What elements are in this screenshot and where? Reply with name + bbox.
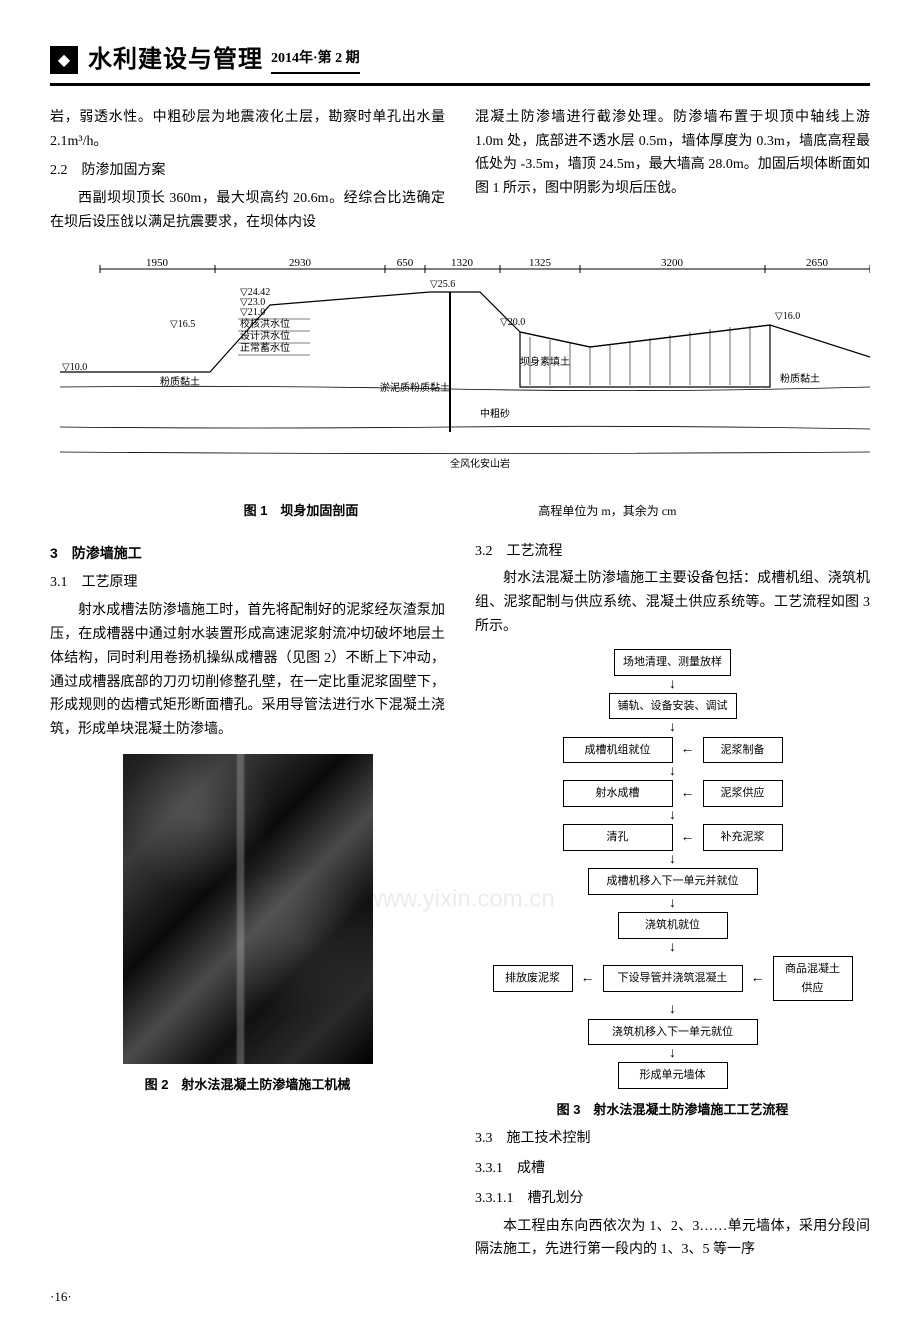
svg-text:▽16.5: ▽16.5 [170, 319, 195, 330]
flow-node: 成槽机移入下一单元并就位 [588, 868, 758, 895]
paragraph: 西副坝坝顶长 360m，最大坝高约 20.6m。经综合比选确定在坝后设压戗以满足… [50, 187, 445, 235]
journal-title: 水利建设与管理 [88, 40, 263, 81]
flow-node: 下设导管并浇筑混凝土 [603, 965, 743, 992]
arrow-left-icon: ← [749, 967, 767, 991]
flow-node: 浇筑机移入下一单元就位 [588, 1019, 758, 1046]
figure-1-caption: 图 1 坝身加固剖面 [244, 500, 359, 522]
figure-2-photo [123, 754, 373, 1064]
svg-text:▽16.0: ▽16.0 [775, 311, 800, 322]
arrow-down-icon: ↓ [503, 854, 843, 865]
section-heading-3: 3 防渗墙施工 [50, 542, 445, 566]
paragraph: 岩，弱透水性。中粗砂层为地震液化土层，勘察时单孔出水量 2.1m³/h。 [50, 106, 445, 154]
svg-text:2930: 2930 [289, 257, 312, 269]
left-column: 岩，弱透水性。中粗砂层为地震液化土层，勘察时单孔出水量 2.1m³/h。 2.2… [50, 106, 445, 239]
svg-text:▽25.6: ▽25.6 [430, 279, 455, 290]
arrow-down-icon: ↓ [503, 1004, 843, 1015]
arrow-left-icon: ← [679, 826, 697, 850]
flow-node: 铺轨、设备安装、调试 [609, 693, 737, 720]
arrow-left-icon: ← [579, 967, 597, 991]
lower-text-block: www.yixin.com.cn 3 防渗墙施工 3.1 工艺原理 射水成槽法防… [50, 534, 870, 1267]
svg-text:1320: 1320 [451, 257, 474, 269]
svg-text:2650: 2650 [806, 257, 829, 269]
paragraph: 射水成槽法防渗墙施工时，首先将配制好的泥浆经灰渣泵加压，在成槽器中通过射水装置形… [50, 599, 445, 742]
figure-1-note: 高程单位为 m，其余为 cm [538, 501, 676, 521]
section-heading-3-3-1-1: 3.3.1.1 槽孔划分 [475, 1187, 870, 1211]
flow-node: 商品混凝土供应 [773, 956, 853, 1001]
right-column-lower: 3.2 工艺流程 射水法混凝土防渗墙施工主要设备包括：成槽机组、浇筑机组、泥浆配… [475, 534, 870, 1267]
section-heading-2-2: 2.2 防渗加固方案 [50, 159, 445, 183]
flow-node: 成槽机组就位 [563, 737, 673, 764]
issue-info: 2014年·第 2 期 [271, 47, 360, 74]
flow-node: 泥浆供应 [703, 780, 783, 807]
svg-text:粉质黏土: 粉质黏土 [780, 372, 820, 385]
figure-1: 1950 2930 650 1320 1325 3200 2650 [50, 247, 870, 522]
journal-icon: ◆ [50, 46, 78, 74]
svg-text:淤泥质粉质黏土: 淤泥质粉质黏土 [380, 381, 450, 394]
svg-text:650: 650 [397, 257, 414, 269]
flow-node: 形成单元墙体 [618, 1062, 728, 1089]
svg-text:1950: 1950 [146, 257, 169, 269]
arrow-down-icon: ↓ [503, 679, 843, 690]
flow-node: 射水成槽 [563, 780, 673, 807]
svg-text:▽20.0: ▽20.0 [500, 317, 525, 328]
arrow-down-icon: ↓ [503, 898, 843, 909]
left-column-lower: 3 防渗墙施工 3.1 工艺原理 射水成槽法防渗墙施工时，首先将配制好的泥浆经灰… [50, 534, 445, 1267]
figure-2-caption: 图 2 射水法混凝土防渗墙施工机械 [50, 1074, 445, 1096]
section-heading-3-3-1: 3.3.1 成槽 [475, 1157, 870, 1181]
page-header: ◆ 水利建设与管理 2014年·第 2 期 [50, 40, 870, 86]
arrow-left-icon: ← [679, 782, 697, 806]
svg-text:▽10.0: ▽10.0 [62, 362, 87, 373]
svg-text:粉质黏土: 粉质黏土 [160, 375, 200, 388]
svg-text:全风化安山岩: 全风化安山岩 [450, 457, 510, 470]
svg-text:坝身素填土: 坝身素填土 [520, 355, 570, 368]
arrow-down-icon: ↓ [503, 722, 843, 733]
flow-node: 补充泥浆 [703, 824, 783, 851]
paragraph: 混凝土防渗墙进行截渗处理。防渗墙布置于坝顶中轴线上游 1.0m 处，底部进不透水… [475, 106, 870, 201]
arrow-down-icon: ↓ [503, 810, 843, 821]
cross-section-svg: 1950 2930 650 1320 1325 3200 2650 [50, 257, 870, 477]
right-column: 混凝土防渗墙进行截渗处理。防渗墙布置于坝顶中轴线上游 1.0m 处，底部进不透水… [475, 106, 870, 239]
figure-2: 图 2 射水法混凝土防渗墙施工机械 [50, 754, 445, 1096]
page-number: ·16· [50, 1286, 870, 1308]
section-heading-3-3: 3.3 施工技术控制 [475, 1127, 870, 1151]
flow-node: 清孔 [563, 824, 673, 851]
flow-node: 泥浆制备 [703, 737, 783, 764]
paragraph: 本工程由东向西依次为 1、2、3……单元墙体，采用分段间隔法施工，先进行第一段内… [475, 1215, 870, 1263]
figure-3-flowchart: 场地清理、测量放样 ↓ 铺轨、设备安装、调试 ↓ 成槽机组就位 ← 泥浆制备 ↓… [503, 649, 843, 1089]
flow-node: 浇筑机就位 [618, 912, 728, 939]
arrow-down-icon: ↓ [503, 942, 843, 953]
figure-3-caption: 图 3 射水法混凝土防渗墙施工工艺流程 [475, 1099, 870, 1121]
arrow-left-icon: ← [679, 738, 697, 762]
section-heading-3-1: 3.1 工艺原理 [50, 571, 445, 595]
paragraph: 射水法混凝土防渗墙施工主要设备包括：成槽机组、浇筑机组、泥浆配制与供应系统、混凝… [475, 567, 870, 638]
svg-text:中粗砂: 中粗砂 [480, 407, 510, 420]
section-heading-3-2: 3.2 工艺流程 [475, 540, 870, 564]
svg-text:1325: 1325 [529, 257, 552, 269]
arrow-down-icon: ↓ [503, 1048, 843, 1059]
top-text-block: 岩，弱透水性。中粗砂层为地震液化土层，勘察时单孔出水量 2.1m³/h。 2.2… [50, 106, 870, 239]
flow-node: 排放废泥浆 [493, 965, 573, 992]
flow-node: 场地清理、测量放样 [614, 649, 731, 676]
arrow-down-icon: ↓ [503, 766, 843, 777]
svg-text:▽21.0: ▽21.0 [240, 307, 265, 318]
svg-text:3200: 3200 [661, 257, 684, 269]
